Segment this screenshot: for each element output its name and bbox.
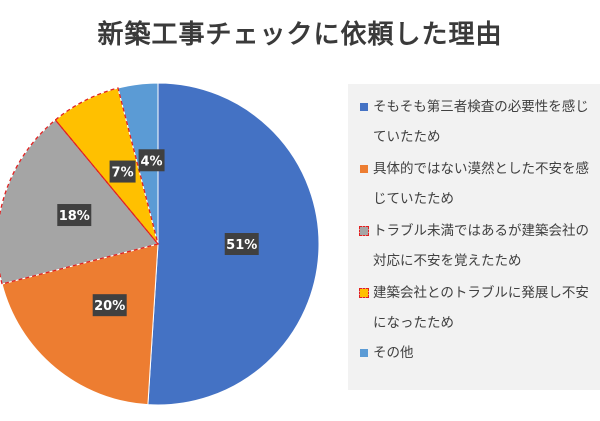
legend-label-line: ていたため <box>373 129 441 145</box>
data-label-5: 4% <box>138 149 165 172</box>
legend-label: トラブル未満ではあるが建築会社の 対応に不安を覚えたため <box>373 216 589 276</box>
pie-slice-3 <box>0 119 159 285</box>
data-label-box <box>92 294 127 317</box>
legend-label: 具体的ではない漠然とした不安を感 じていたため <box>373 154 589 214</box>
legend-label: 建築会社とのトラブルに発展し不安 になったため <box>373 278 589 338</box>
legend-label-line: じていたため <box>373 191 454 207</box>
legend-label-line: そもそも第三者検査の必要性を感じ <box>373 99 589 115</box>
data-label-box <box>57 204 92 227</box>
legend-label-line: トラブル未満ではあるが建築会社の <box>373 223 589 239</box>
legend-label-line: 建築会社とのトラブルに発展し不安 <box>373 285 589 301</box>
data-label-4: 7% <box>109 160 136 183</box>
data-label-text: 18% <box>59 209 90 224</box>
data-label-1: 51% <box>224 233 259 255</box>
data-label-text: 20% <box>94 299 125 314</box>
legend-label-line: その他 <box>373 345 414 361</box>
legend-label-line: になったため <box>373 315 454 331</box>
data-label-2: 20% <box>92 294 127 317</box>
legend-label-line: 対応に不安を覚えたため <box>373 253 522 269</box>
legend-marker <box>360 103 368 111</box>
pie-slice-2 <box>1 243 159 406</box>
chart-legend: そもそも第三者検査の必要性を感じ ていたため 具体的ではない漠然とした不安を感 じてい… <box>348 84 600 390</box>
legend-label-line: 具体的ではない漠然とした不安を感 <box>373 161 589 177</box>
legend-marker <box>359 226 369 236</box>
data-label-box <box>138 149 165 172</box>
data-label-3: 18% <box>57 204 92 227</box>
legend-label: その他 <box>373 338 414 368</box>
chart-title: 新築工事チェックに依頼した理由 <box>97 20 503 50</box>
data-label-text: 51% <box>226 238 257 253</box>
legend-marker <box>360 165 368 173</box>
data-label-text: 4% <box>141 154 163 169</box>
legend-marker <box>359 288 369 298</box>
data-label-box <box>109 160 136 183</box>
data-label-box <box>224 233 259 255</box>
data-label-text: 7% <box>112 166 134 181</box>
legend-label: そもそも第三者検査の必要性を感じ ていたため <box>373 92 589 152</box>
slice-highlight-border-4 <box>54 87 159 245</box>
legend-marker <box>360 349 368 357</box>
